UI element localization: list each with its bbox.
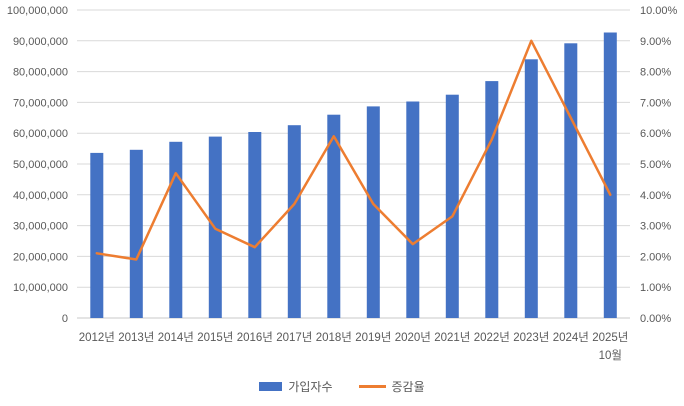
chart-canvas: 100,000,000 10.00% 90,000,000 9.00% 80,000,0… [7,5,678,362]
legend: 가입자수 증감율 [0,377,684,395]
bar-2019년 [366,106,380,319]
x-tick-sublabel: 10월 [599,349,622,362]
y-right-tick-label: 4.00% [640,190,671,202]
y-left-tick-label: 0 [62,313,68,325]
legend-label-growth-rate: 증감율 [391,379,425,394]
x-tick-label: 2019년 [355,331,391,344]
x-tick-label: 2013년 [118,331,154,344]
legend-label-subscribers: 가입자수 [288,379,333,394]
bar-swatch-icon [259,381,283,391]
bar-2025년 [603,32,617,318]
bar-2021년 [445,94,459,318]
y-left-tick-label: 70,000,000 [13,97,68,109]
x-tick-label: 2015년 [197,331,233,344]
legend-item-subscribers: 가입자수 [259,378,333,395]
x-tick-label: 2016년 [237,331,273,344]
y-right-tick-label: 7.00% [640,97,671,109]
line-swatch-icon [358,384,386,388]
growth-rate-line [95,39,612,261]
bar-2024년 [564,43,578,319]
y-left-tick-label: 90,000,000 [13,36,68,48]
y-right-tick-label: 1.00% [640,282,671,294]
y-right-tick-label: 0.00% [640,313,671,325]
bar-2016년 [248,132,262,318]
x-tick-label: 2014년 [158,331,194,344]
bar-2017년 [287,125,301,318]
y-left-tick-label: 80,000,000 [13,67,68,79]
y-left-tick-label: 50,000,000 [13,159,68,171]
y-right-tick-label: 6.00% [640,128,671,140]
y-right-tick-label: 10.00% [640,5,678,17]
y-right-tick-label: 5.00% [640,159,671,171]
x-tick-label: 2025년 [592,331,628,344]
y-left-tick-label: 10,000,000 [13,282,68,294]
bar-2023년 [524,59,538,319]
x-tick-label: 2020년 [395,331,431,344]
x-tick-label: 2024년 [553,331,589,344]
y-left-tick-label: 30,000,000 [13,221,68,233]
y-right-tick-label: 2.00% [640,251,671,263]
y-right-tick-label: 3.00% [640,221,671,233]
x-tick-label: 2021년 [434,331,470,344]
bar-2020년 [406,101,420,318]
y-right-tick-label: 8.00% [640,67,671,79]
x-tick-label: 2023년 [513,331,549,344]
legend-item-growth-rate: 증감율 [358,378,425,395]
y-left-tick-label: 60,000,000 [13,128,68,140]
y-left-tick-label: 100,000,000 [7,5,68,17]
bar-2018년 [327,114,341,318]
bar-2022년 [485,81,499,318]
bar-2013년 [129,149,143,318]
x-tick-label: 2012년 [79,331,115,344]
x-tick-label: 2018년 [316,331,352,344]
bar-2012년 [90,152,104,318]
y-left-tick-label: 20,000,000 [13,251,68,263]
bar-2014년 [169,141,183,318]
x-tick-label: 2022년 [474,331,510,344]
y-left-tick-label: 40,000,000 [13,190,68,202]
y-right-tick-label: 9.00% [640,36,671,48]
x-tick-label: 2017년 [276,331,312,344]
